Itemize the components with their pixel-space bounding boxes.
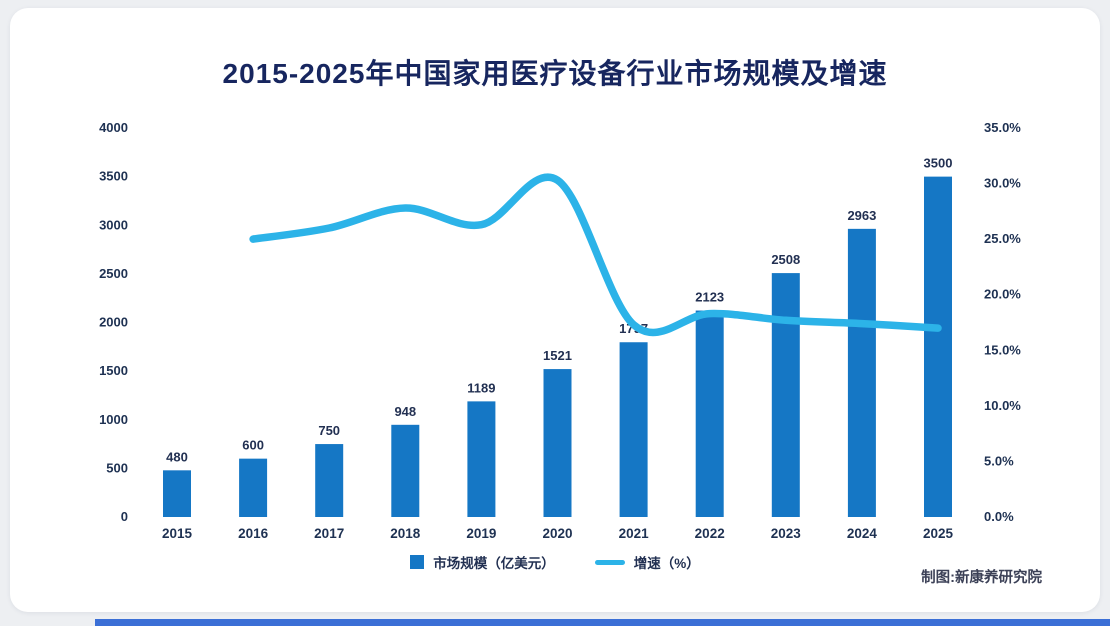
bottom-blue-strip [95,619,1110,626]
bar-2016 [239,458,268,517]
right-axis-tick: 5.0% [984,453,1014,468]
line-series-swatch [594,559,625,565]
left-axis-tick: 3000 [99,217,128,232]
chart-legend: 市场规模（亿美元） 增速（%） [10,552,1100,572]
bar-value-label: 2508 [771,252,800,267]
bar-2015 [163,470,191,517]
bar-value-label: 2963 [847,208,876,223]
x-axis-label: 2015 [162,526,193,541]
bar-value-label: 1521 [543,348,572,363]
bar-2022 [695,310,724,517]
bar-value-label: 750 [318,423,340,438]
bar-2021 [619,342,648,517]
right-axis-tick: 35.0% [984,120,1021,135]
chart-card: 2015-2025年中国家用医疗设备行业市场规模及增速 0 500 1000 1500… [10,8,1100,612]
bar-2018 [391,424,420,517]
right-axis-tick: 15.0% [984,342,1021,357]
bar-value-label: 3500 [924,156,953,171]
x-axis-label: 2020 [542,526,572,541]
x-axis-label: 2023 [771,526,802,541]
x-axis-label: 2025 [923,526,954,541]
bar-2024 [847,228,876,517]
right-axis-tick: 10.0% [984,398,1021,413]
left-axis-tick: 3500 [99,169,128,184]
growth-rate-line [249,173,942,337]
credit-text: 制图:新康养研究院 [921,570,1042,586]
right-axis-tick: 0.0% [984,509,1014,524]
x-axis-label: 2024 [847,526,878,541]
bar-2019 [467,401,496,517]
bar-2017 [315,444,344,517]
left-axis-tick: 0 [121,509,128,524]
right-axis-tick: 25.0% [984,231,1021,246]
right-axis-tick: 30.0% [984,176,1021,191]
x-axis-label: 2019 [466,526,496,541]
x-axis-label: 2016 [238,526,269,541]
legend-item-market-size: 市场规模（亿美元） [410,552,555,572]
bar-value-label: 1189 [467,380,495,395]
left-axis-tick: 2000 [99,315,128,330]
bar-value-label: 2123 [695,290,724,305]
bar-series-swatch [410,555,425,569]
x-axis-label: 2017 [314,526,344,541]
bar-value-label: 480 [166,449,188,464]
legend-label-market-size: 市场规模（亿美元） [433,556,555,571]
bar-value-label: 948 [394,404,416,419]
bar-2023 [771,273,800,517]
x-axis-label: 2022 [695,526,725,541]
bar-value-label: 600 [242,438,264,453]
x-axis-label: 2018 [390,526,421,541]
bar-2020 [543,369,572,517]
bar-2025 [924,176,952,517]
left-axis-tick: 4000 [99,120,128,135]
combo-chart-plot: 0 500 1000 1500 2000 2500 3000 3500 4000 0.0% 5.0%… [99,120,1021,541]
left-axis-tick: 500 [106,460,128,475]
chart-title: 2015-2025年中国家用医疗设备行业市场规模及增速 [222,58,888,89]
left-axis-tick: 1000 [99,412,128,427]
left-axis-tick: 1500 [99,363,128,378]
right-axis-tick: 20.0% [984,287,1021,302]
legend-label-growth-rate: 增速（%） [633,556,700,571]
left-axis-tick: 2500 [99,266,128,281]
x-axis-label: 2021 [619,526,650,541]
legend-item-growth-rate: 增速（%） [594,552,700,572]
